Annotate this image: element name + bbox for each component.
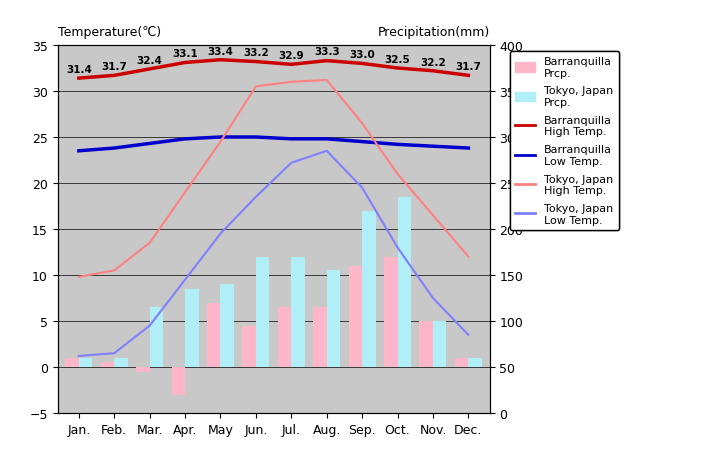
Text: 33.1: 33.1 [172, 49, 198, 59]
Bar [101, 363, 114, 367]
Bar [136, 367, 150, 372]
Bar [256, 257, 269, 367]
Text: 33.0: 33.0 [349, 50, 375, 60]
Text: 31.7: 31.7 [102, 62, 127, 72]
Bar [171, 367, 185, 395]
Bar [243, 326, 256, 367]
Legend: Barranquilla
Prcp., Tokyo, Japan
Prcp., Barranquilla
High Temp., Barranquilla
Lo: Barranquilla Prcp., Tokyo, Japan Prcp., … [510, 51, 618, 231]
Bar [114, 358, 127, 367]
Bar [420, 321, 433, 367]
Bar [348, 266, 362, 367]
Bar [433, 321, 446, 367]
Text: 32.4: 32.4 [137, 56, 163, 66]
Text: 31.4: 31.4 [66, 65, 91, 75]
Text: 31.7: 31.7 [456, 62, 481, 72]
Bar [66, 358, 79, 367]
Text: 32.9: 32.9 [279, 51, 304, 61]
Bar [313, 308, 327, 367]
Bar [397, 197, 411, 367]
Text: Precipitation(mm): Precipitation(mm) [377, 26, 490, 39]
Bar [362, 211, 376, 367]
Bar [292, 257, 305, 367]
Bar [278, 308, 292, 367]
Bar [220, 285, 234, 367]
Bar [207, 303, 220, 367]
Text: 32.2: 32.2 [420, 57, 446, 67]
Text: 33.2: 33.2 [243, 48, 269, 58]
Text: 32.5: 32.5 [384, 55, 410, 65]
Bar [384, 257, 397, 367]
Bar [79, 358, 92, 367]
Bar [455, 358, 468, 367]
Text: Temperature(℃): Temperature(℃) [58, 26, 161, 39]
Bar [150, 308, 163, 367]
Text: 33.4: 33.4 [207, 46, 233, 56]
Bar [468, 358, 482, 367]
Text: 33.3: 33.3 [314, 47, 340, 57]
Bar [185, 289, 199, 367]
Bar [327, 271, 340, 367]
